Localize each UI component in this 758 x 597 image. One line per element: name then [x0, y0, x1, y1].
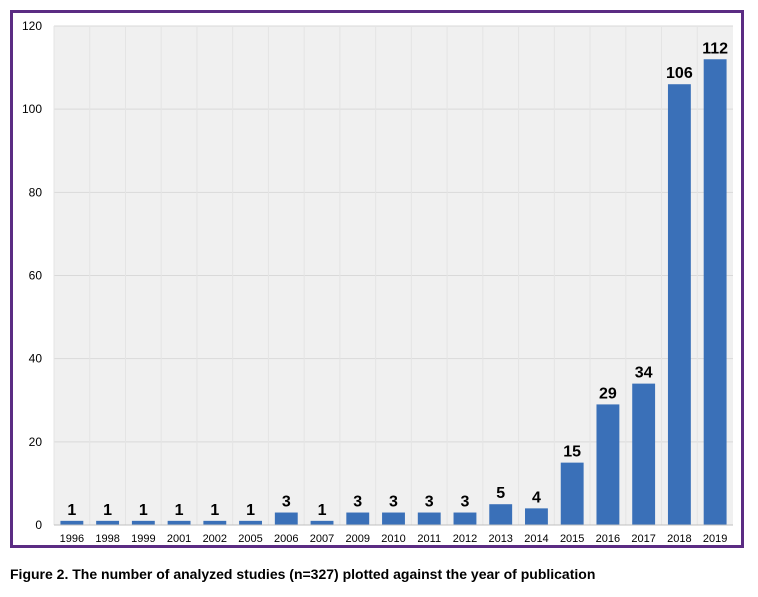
bar-1998	[96, 520, 120, 525]
data-label-2009: 3	[353, 494, 362, 511]
data-label-2005: 1	[246, 502, 255, 519]
bars	[60, 59, 727, 526]
y-axis: 0 20 40 60 80 100 120	[22, 19, 42, 532]
x-tick-label-2010: 2010	[381, 533, 405, 545]
data-label-2018: 106	[666, 65, 693, 82]
figure-caption: Figure 2. The number of analyzed studies…	[10, 566, 596, 582]
x-tick-label-2002: 2002	[203, 533, 227, 545]
bar-2015	[560, 462, 584, 525]
y-tick-label: 100	[22, 102, 42, 116]
data-label-2011: 3	[425, 494, 434, 511]
data-label-2019: 112	[702, 40, 728, 57]
data-label-2015: 15	[563, 444, 581, 461]
bar-2018	[667, 84, 691, 525]
data-label-2001: 1	[175, 502, 184, 519]
x-tick-label-2011: 2011	[417, 533, 441, 545]
grid-lines	[53, 25, 733, 526]
bar-2010	[382, 512, 405, 525]
bar-2012	[453, 512, 477, 525]
x-tick-label-2014: 2014	[524, 533, 548, 545]
bar-2002	[203, 520, 227, 525]
bar-2019	[703, 59, 727, 526]
x-axis: 1996 1998 1999 2001 2002 2005 2006 2007 2009 2010…	[54, 524, 733, 545]
y-tick-label: 0	[35, 518, 42, 532]
x-tick-label-1998: 1998	[95, 533, 119, 545]
x-tick-label-2016: 2016	[596, 533, 620, 545]
y-tick-label: 120	[22, 19, 42, 33]
data-label-2013: 5	[496, 485, 505, 502]
x-tick-label-2007: 2007	[310, 533, 334, 545]
bar-2011	[417, 512, 441, 525]
bar-2017	[632, 383, 656, 525]
y-tick-label: 40	[29, 352, 43, 366]
bar-2009	[346, 512, 370, 525]
data-label-1999: 1	[139, 502, 148, 519]
x-tick-label-2006: 2006	[274, 533, 298, 545]
y-tick-label: 20	[29, 435, 43, 449]
bar-2007	[310, 520, 334, 525]
data-label-2002: 1	[210, 502, 219, 519]
x-tick-label-2017: 2017	[631, 533, 655, 545]
x-tick-label-2019: 2019	[703, 533, 727, 545]
y-tick-label: 60	[29, 269, 43, 283]
bar-2005	[239, 520, 262, 525]
data-label-1996: 1	[67, 502, 76, 519]
bar-2014	[525, 508, 548, 525]
x-tick-label-2009: 2009	[346, 533, 370, 545]
bar-2001	[167, 520, 191, 525]
bar-2006	[274, 512, 298, 525]
data-label-2014: 4	[532, 489, 541, 506]
data-label-2007: 1	[318, 502, 327, 519]
data-label-2012: 3	[461, 494, 470, 511]
data-label-2016: 29	[599, 385, 617, 402]
x-tick-label-2018: 2018	[667, 533, 691, 545]
bar-1996	[60, 520, 84, 525]
x-tick-label-2005: 2005	[238, 533, 262, 545]
bar-2013	[489, 504, 513, 525]
data-label-1998: 1	[103, 502, 112, 519]
x-tick-label-2001: 2001	[167, 533, 191, 545]
bar-1999	[131, 520, 155, 525]
data-label-2017: 34	[635, 365, 653, 382]
x-tick-label-2012: 2012	[453, 533, 477, 545]
x-tick-label-2013: 2013	[488, 533, 512, 545]
x-tick-label-1999: 1999	[131, 533, 155, 545]
y-tick-label: 80	[29, 185, 43, 199]
bar-2016	[596, 404, 620, 525]
x-tick-label-1996: 1996	[60, 533, 84, 545]
data-label-2010: 3	[389, 494, 398, 511]
x-tick-label-2015: 2015	[560, 533, 584, 545]
data-label-2006: 3	[282, 494, 291, 511]
data-labels: 1 1 1 1 1 1 3 1 3 3 3 3 5 4 15 29 34 106 112	[67, 40, 728, 519]
